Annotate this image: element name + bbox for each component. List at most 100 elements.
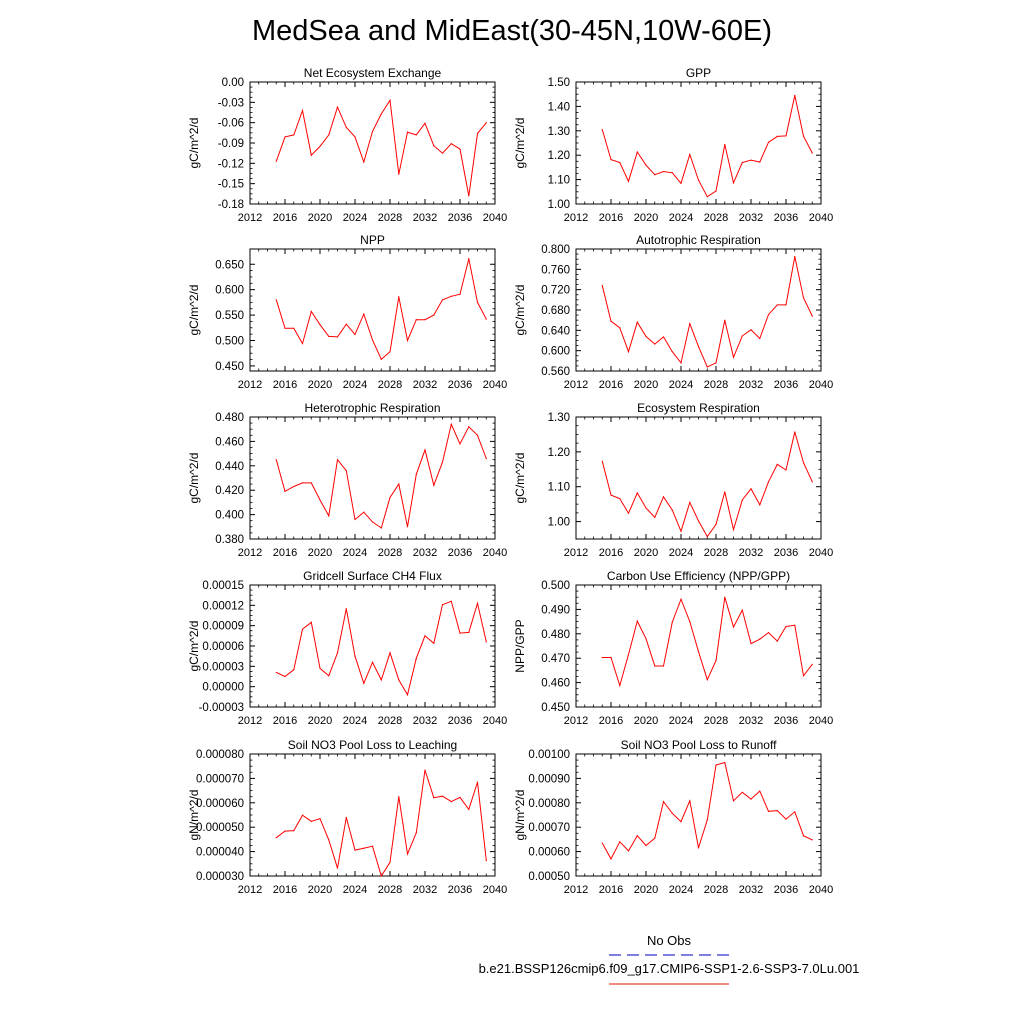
data-point — [354, 136, 356, 138]
legend-label-model: b.e21.BSSP126cmip6.f09_g17.CMIP6-SSP1-2.… — [479, 961, 860, 976]
plot-frame — [575, 753, 822, 877]
x-tick-label: 2028 — [378, 884, 402, 896]
x-tick-label: 2024 — [669, 212, 693, 224]
data-point — [715, 523, 717, 525]
data-point — [441, 461, 444, 463]
data-point — [811, 315, 813, 317]
x-tick-label: 2032 — [739, 884, 763, 896]
data-point — [689, 501, 691, 503]
data-point — [301, 628, 304, 630]
x-tick-label: 2016 — [273, 379, 297, 391]
y-tick-label: 0.450 — [541, 702, 570, 714]
panel-title: Soil NO3 Pool Loss to Leaching — [288, 738, 457, 752]
data-point — [336, 459, 339, 461]
y-tick-label: 0.680 — [541, 305, 570, 317]
y-tick-label: 0.00012 — [202, 600, 244, 612]
plot-frame — [249, 416, 496, 540]
data-point — [450, 295, 452, 297]
series-line — [275, 769, 487, 878]
data-point — [328, 335, 330, 338]
data-point — [715, 764, 717, 766]
y-tick-label: 1.00 — [548, 199, 570, 211]
data-point — [319, 667, 321, 669]
data-point — [371, 521, 374, 523]
data-point — [645, 638, 647, 640]
data-point — [450, 423, 452, 425]
y-tick-label: 0.00 — [222, 77, 244, 89]
data-point — [415, 832, 417, 834]
chart-panel-3: NPP 2012 2016 2020 2024 2028 2032 2036 2040 0.450… — [187, 233, 507, 391]
data-point — [767, 313, 770, 316]
x-tick-label: 2024 — [343, 547, 367, 559]
data-point — [441, 152, 444, 154]
y-tick-label: 0.000050 — [196, 822, 244, 834]
y-tick-label: -0.18 — [218, 199, 244, 211]
data-point — [424, 319, 426, 321]
chart-panel-2: GPP 2012 2016 2020 2024 2028 2032 2036 2040 1.00 1… — [513, 66, 833, 224]
data-point — [424, 122, 426, 124]
y-tick-label: 0.550 — [215, 310, 244, 322]
data-point — [476, 434, 479, 436]
data-point — [811, 152, 813, 154]
data-point — [662, 665, 665, 667]
data-point — [441, 795, 444, 797]
y-tick-label: 1.30 — [548, 126, 570, 138]
data-point — [328, 839, 330, 841]
series-line — [275, 422, 487, 529]
data-point — [636, 620, 638, 622]
data-point — [328, 675, 330, 677]
data-point — [468, 631, 470, 634]
x-tick-label: 2020 — [634, 884, 658, 896]
data-point — [750, 642, 752, 645]
x-tick-label: 2040 — [483, 884, 507, 896]
data-point — [468, 808, 470, 810]
data-point — [627, 653, 630, 656]
data-point — [715, 660, 717, 662]
y-axis-label: gC/m^2/d — [187, 453, 201, 504]
plot-frame — [575, 584, 822, 708]
y-tick-label: 0.600 — [541, 346, 570, 358]
data-point — [450, 800, 452, 803]
data-point — [654, 665, 656, 667]
data-point — [406, 694, 409, 696]
y-tick-label: 1.50 — [548, 77, 570, 89]
data-point — [601, 460, 603, 462]
data-point — [741, 791, 743, 793]
x-tick-label: 2024 — [343, 884, 367, 896]
y-tick-label: 0.000060 — [196, 798, 244, 810]
x-tick-label: 2024 — [669, 884, 693, 896]
data-point — [697, 520, 700, 522]
x-tick-label: 2032 — [413, 884, 437, 896]
data-point — [619, 841, 621, 843]
data-point — [776, 810, 778, 812]
x-tick-label: 2012 — [238, 715, 262, 727]
x-tick-label: 2040 — [809, 212, 833, 224]
data-point — [441, 604, 444, 606]
data-point — [424, 769, 426, 771]
data-point — [776, 135, 778, 138]
series-line — [276, 600, 487, 697]
data-point — [767, 631, 770, 634]
y-tick-label: 0.640 — [541, 325, 570, 337]
x-tick-label: 2012 — [238, 884, 262, 896]
x-tick-label: 2028 — [704, 547, 728, 559]
data-point — [732, 182, 735, 184]
data-point — [724, 761, 726, 764]
legend-label-obs: No Obs — [647, 933, 692, 948]
x-tick-label: 2020 — [308, 884, 332, 896]
data-point — [802, 835, 805, 837]
data-point — [759, 337, 761, 340]
data-point — [680, 530, 682, 532]
data-point — [380, 679, 382, 681]
data-point — [433, 145, 435, 147]
data-point — [706, 819, 708, 821]
data-point — [301, 482, 304, 484]
data-point — [715, 190, 717, 192]
data-point — [389, 351, 391, 353]
x-tick-label: 2024 — [669, 379, 693, 391]
data-point — [662, 800, 665, 803]
x-tick-label: 2028 — [378, 547, 402, 559]
data-point — [363, 847, 365, 849]
x-tick-label: 2032 — [739, 379, 763, 391]
x-tick-label: 2032 — [739, 715, 763, 727]
